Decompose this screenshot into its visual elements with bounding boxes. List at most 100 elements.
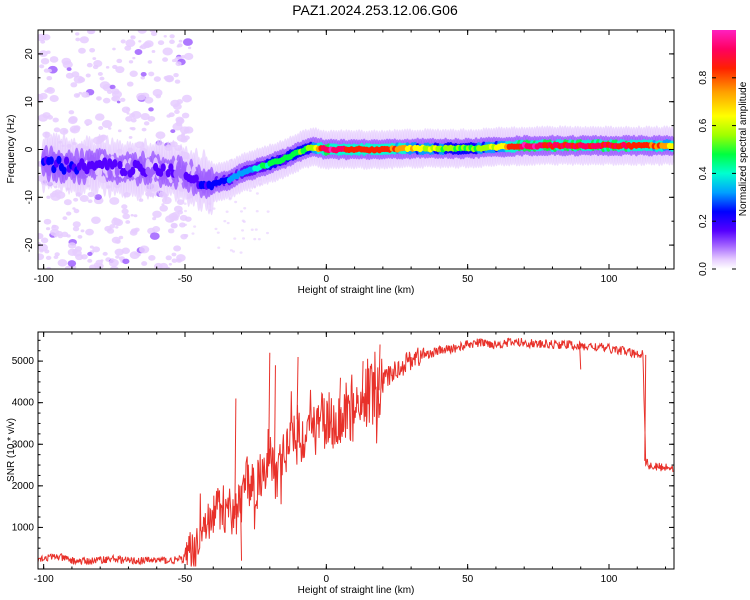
spectrogram-noise-blob: [187, 46, 192, 50]
spectrogram-ridge-cell: [61, 166, 67, 175]
spectrogram-noise-blob: [111, 236, 121, 244]
spectrogram-noise-blob: [184, 216, 192, 222]
spectrogram-noise-blob: [38, 243, 49, 252]
spectrogram-noise-blob: [176, 134, 187, 142]
spectrogram-ridge-cell: [114, 167, 121, 176]
spectrogram-noise-blob: [266, 231, 270, 235]
spectrogram-noise-blob: [49, 94, 59, 103]
snr-xtick-label: -100: [34, 574, 54, 585]
spectrogram-noise-blob: [234, 200, 238, 204]
spectrogram-noise-blob: [121, 208, 129, 215]
spectrogram-noise-blob: [162, 47, 173, 56]
snr-ytick-label: 4000: [12, 398, 35, 409]
spectrogram-noise-blob: [172, 215, 179, 221]
spectrogram-noise-blob: [157, 40, 165, 46]
spectrogram-noise-blob: [64, 265, 72, 269]
spectrogram-ridge-cell: [180, 165, 187, 174]
spectrogram-noise-blob: [148, 255, 156, 261]
spectrogram-noise-blob: [180, 55, 186, 59]
spectrogram-noise-blob: [71, 71, 80, 78]
spectrogram-noise-blob: [84, 119, 93, 126]
spectrogram-noise-blob: [129, 251, 140, 259]
colorbar-label: Normalized spectral amplitude: [738, 81, 749, 216]
spectrogram-noise-blob: [54, 189, 61, 195]
spectrogram-noise-blob: [134, 49, 143, 56]
spectrogram-noise-blob: [72, 221, 81, 228]
spectrogram-noise-blob: [45, 255, 52, 260]
spectrogram-ridge-cell: [168, 163, 174, 172]
spectrogram-noise-blob: [111, 88, 120, 95]
spectrogram-noise-blob: [38, 232, 44, 240]
colorbar-tick-label: 0.4: [698, 166, 709, 180]
spectrogram-noise-blob: [242, 237, 246, 240]
spectrogram-noise-blob: [169, 34, 175, 39]
snr-ytick-label: 5000: [12, 356, 35, 367]
spectrogram-noise-blob: [254, 228, 258, 231]
spectrogram-ytick-label: 0: [24, 146, 35, 152]
spectrogram-noise-blob: [193, 225, 197, 228]
spectrogram-noise-blob: [108, 259, 119, 267]
spectrogram-noise-blob: [174, 79, 181, 84]
spectrogram-noise-blob: [214, 227, 218, 231]
colorbar-tick-label: 0.8: [698, 70, 709, 84]
spectrogram-ridge-cell: [125, 162, 131, 172]
spectrogram-noise-blob: [183, 209, 187, 213]
spectrogram-noise-blob: [184, 130, 189, 134]
spectrogram-noise-blob: [80, 229, 85, 233]
spectrogram-noise-blob: [132, 56, 136, 60]
snr-x-axis-label: Height of straight line (km): [298, 585, 415, 596]
spectrogram-noise-blob: [99, 81, 111, 90]
spectrogram-noise-blob: [241, 219, 245, 222]
spectrogram-noise-blob: [62, 60, 73, 69]
spectrogram-noise-blob: [98, 126, 104, 130]
snr-ytick-label: 2000: [12, 481, 35, 492]
spectrogram-noise-blob: [148, 107, 154, 112]
spectrogram-noise-blob: [109, 84, 116, 90]
spectrogram-noise-blob: [191, 232, 195, 235]
spectrogram-noise-blob: [155, 94, 162, 99]
spectrogram-noise-blob: [121, 204, 128, 210]
spectrogram-noise-blob: [44, 89, 49, 93]
spectrogram-noise-blob: [72, 207, 76, 210]
spectrogram-ytick-label: -20: [24, 237, 35, 252]
spectrogram-ridge-cell: [130, 166, 136, 176]
snr-spike: [273, 365, 276, 474]
spectrogram-xtick-label: 100: [601, 274, 618, 285]
spectrogram-noise-blob: [79, 36, 89, 44]
spectrogram-noise-blob: [94, 194, 102, 201]
spectrogram-noise-blob: [148, 71, 155, 77]
spectrogram-noise-blob: [178, 39, 183, 43]
snr-series-line: [38, 337, 674, 567]
snr-frame: [37, 331, 675, 570]
spectrogram-noise-blob: [140, 75, 146, 80]
spectrogram-noise-blob: [175, 61, 182, 67]
spectrogram-noise-blob: [114, 248, 124, 256]
spectrogram-noise-blob: [115, 66, 125, 74]
spectrogram-noise-blob: [174, 109, 180, 114]
spectrogram-noise-blob: [171, 258, 178, 263]
spectrogram-noise-blob: [170, 129, 176, 134]
spectrogram-noise-blob: [176, 99, 183, 105]
colorbar-tick-label: 0.2: [698, 214, 709, 228]
spectrogram-ridge-cell: [48, 156, 54, 165]
spectrogram-noise-blob: [57, 234, 64, 239]
spectrogram-noise-blob: [155, 131, 166, 139]
spectrogram-noise-blob: [89, 48, 96, 53]
spectrogram-noise-blob: [116, 100, 121, 104]
spectrogram-noise-blob: [92, 57, 97, 61]
spectrogram-noise-blob: [153, 76, 161, 82]
spectrogram-noise-blob: [136, 92, 146, 101]
spectrogram-noise-blob: [128, 135, 133, 139]
snr-spike: [378, 344, 381, 391]
spectrogram-noise-blob: [67, 242, 77, 249]
spectrogram-noise-blob: [53, 127, 61, 133]
spectrogram-xtick-label: 0: [324, 274, 330, 285]
spectrogram-noise-blob: [99, 76, 105, 81]
spectrogram-noise-blob: [77, 235, 83, 239]
snr-spike: [361, 361, 364, 407]
spectrogram-noise-blob: [255, 192, 259, 195]
spectrogram-noise-blob: [45, 227, 51, 231]
spectrogram-noise-blob: [51, 224, 57, 229]
spectrogram-noise-blob: [140, 113, 150, 121]
